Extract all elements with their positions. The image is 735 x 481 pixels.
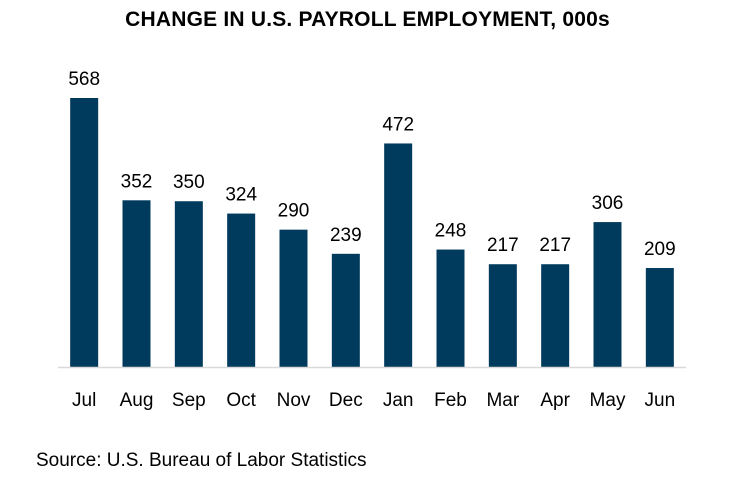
tick-label-apr: Apr xyxy=(540,390,570,411)
tick-label-may: May xyxy=(590,390,626,411)
bar-aug xyxy=(122,200,151,367)
bar-sep xyxy=(174,201,203,367)
tick-label-jan: Jan xyxy=(383,390,414,411)
bar-jul xyxy=(70,98,99,367)
value-label-jul: 568 xyxy=(68,69,100,90)
value-label-mar: 217 xyxy=(487,235,519,256)
value-label-sep: 350 xyxy=(173,172,205,193)
tick-label-aug: Aug xyxy=(120,390,154,411)
bar-apr xyxy=(541,264,570,367)
bars-group xyxy=(70,98,674,367)
bar-jun xyxy=(645,268,674,367)
chart-title: CHANGE IN U.S. PAYROLL EMPLOYMENT, 000s xyxy=(125,8,610,31)
value-label-jun: 209 xyxy=(644,239,676,260)
chart-source: Source: U.S. Bureau of Labor Statistics xyxy=(36,450,367,471)
tick-label-sep: Sep xyxy=(172,390,206,411)
tick-label-jul: Jul xyxy=(72,390,96,411)
bar-may xyxy=(593,222,622,367)
tick-label-feb: Feb xyxy=(434,390,467,411)
bar-oct xyxy=(227,213,256,367)
bar-dec xyxy=(331,253,360,367)
value-label-nov: 290 xyxy=(278,201,310,222)
bar-mar xyxy=(488,264,517,367)
bar-jan xyxy=(384,143,413,367)
bar-nov xyxy=(279,229,308,367)
value-label-jan: 472 xyxy=(382,114,414,135)
tick-labels-group: Jul Aug Sep Oct Nov Dec Jan Feb Mar Apr May Jun xyxy=(72,390,675,411)
tick-label-mar: Mar xyxy=(486,390,519,411)
value-label-apr: 217 xyxy=(539,235,571,256)
value-label-may: 306 xyxy=(592,193,624,214)
tick-label-oct: Oct xyxy=(226,390,256,411)
tick-label-nov: Nov xyxy=(277,390,311,411)
tick-label-jun: Jun xyxy=(645,390,676,411)
value-label-oct: 324 xyxy=(225,185,257,206)
bar-feb xyxy=(436,249,465,367)
value-labels-group: 568 352 350 324 290 239 472 248 217 217 306 209 xyxy=(68,69,675,260)
value-label-feb: 248 xyxy=(435,221,467,242)
value-label-aug: 352 xyxy=(121,171,153,192)
value-label-dec: 239 xyxy=(330,225,362,246)
tick-label-dec: Dec xyxy=(329,390,363,411)
